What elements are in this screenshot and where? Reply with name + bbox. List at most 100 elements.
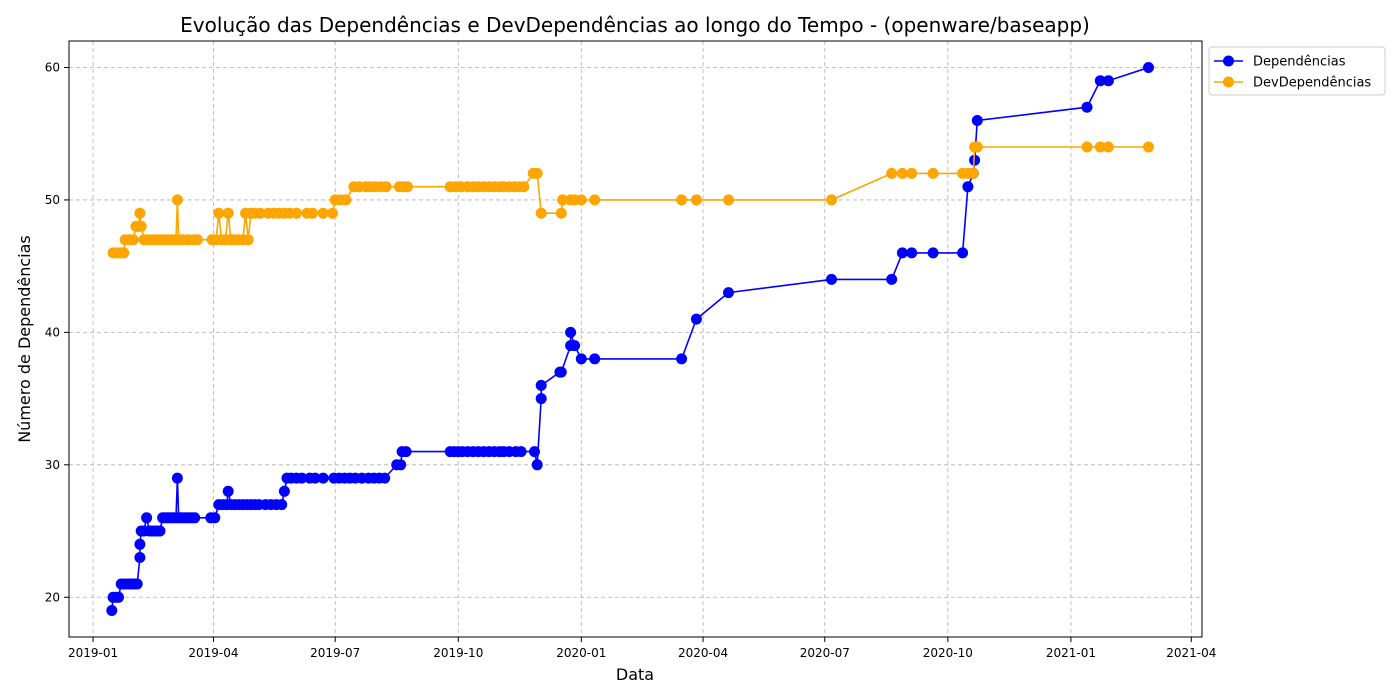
data-point <box>826 273 837 285</box>
data-point <box>290 207 302 219</box>
data-point <box>131 578 143 590</box>
data-point <box>276 499 288 511</box>
y-axis: 20 30 40 50 60 <box>45 60 69 604</box>
x-tick-label: 2020-04 <box>678 646 728 660</box>
y-tick-label: 20 <box>45 590 60 604</box>
data-point <box>896 247 908 259</box>
data-point <box>575 353 587 365</box>
data-point <box>927 247 939 259</box>
data-point <box>222 485 234 497</box>
data-point <box>676 194 688 206</box>
legend-box <box>1208 46 1386 96</box>
data-point <box>135 220 147 232</box>
data-point <box>906 247 918 259</box>
data-point <box>401 181 413 193</box>
legend-marker <box>1223 76 1234 88</box>
data-point <box>565 326 577 338</box>
data-point <box>380 181 392 193</box>
x-tick-label: 2021-01 <box>1046 646 1096 660</box>
data-point <box>1081 101 1093 113</box>
y-tick-label: 40 <box>45 325 60 339</box>
series-line <box>111 66 1149 611</box>
data-point <box>971 115 983 126</box>
y-tick-label: 30 <box>45 458 60 472</box>
data-point <box>141 512 153 524</box>
data-point <box>518 181 530 193</box>
legend: Dependências DevDependências <box>1208 46 1386 96</box>
series-layer <box>106 62 1154 616</box>
data-point <box>589 353 601 365</box>
data-point <box>886 273 898 285</box>
data-point <box>555 366 567 378</box>
data-point <box>535 207 547 219</box>
data-point <box>317 207 329 219</box>
data-point <box>127 234 139 246</box>
data-point <box>395 459 407 471</box>
grid <box>69 41 1202 637</box>
x-tick-label: 2019-07 <box>310 646 360 660</box>
data-point <box>317 472 329 484</box>
data-point <box>1094 141 1106 153</box>
data-point <box>189 512 201 524</box>
data-point <box>535 393 547 405</box>
y-tick-label: 60 <box>45 60 60 74</box>
data-point <box>1081 141 1093 153</box>
data-point <box>723 194 734 206</box>
data-point <box>957 247 969 259</box>
data-point <box>1102 141 1114 153</box>
data-point <box>515 446 527 458</box>
data-point <box>118 247 130 259</box>
data-point <box>327 207 338 219</box>
data-point <box>171 472 183 484</box>
x-tick-label: 2021-04 <box>1166 646 1216 660</box>
data-point <box>106 605 118 616</box>
x-tick-label: 2019-01 <box>68 646 118 660</box>
data-point <box>676 353 688 365</box>
legend-label: Dependências <box>1253 55 1346 70</box>
data-point <box>589 194 601 206</box>
data-point <box>209 512 221 524</box>
data-point <box>1102 75 1114 87</box>
data-point <box>242 234 254 246</box>
data-point <box>254 207 266 219</box>
data-point <box>171 194 183 206</box>
x-axis: 2019-01 2019-04 2019-07 2019-10 2020-01 2020-… <box>68 637 1216 660</box>
data-point <box>379 472 391 484</box>
data-point <box>826 194 837 206</box>
data-point <box>213 207 225 219</box>
chart-title: Evolução das Dependências e DevDependênc… <box>180 13 1090 37</box>
data-point <box>535 379 547 391</box>
data-point <box>278 485 290 497</box>
data-point <box>886 167 898 179</box>
x-axis-label: Data <box>616 665 654 684</box>
legend-marker <box>1223 55 1234 67</box>
x-tick-label: 2019-04 <box>188 646 238 660</box>
data-point <box>971 141 983 153</box>
series-devdependencias <box>107 141 1154 259</box>
data-point <box>340 194 352 206</box>
data-point <box>1094 75 1106 87</box>
data-point <box>557 194 569 206</box>
data-point <box>529 446 540 458</box>
x-tick-label: 2020-01 <box>556 646 606 660</box>
data-point <box>309 472 321 484</box>
data-point <box>307 207 318 219</box>
x-tick-label: 2020-07 <box>800 646 850 660</box>
series-dependencias <box>106 62 1154 616</box>
y-axis-label: Número de Dependências <box>15 235 34 443</box>
data-point <box>1143 62 1154 73</box>
legend-label: DevDependências <box>1253 76 1371 91</box>
x-tick-label: 2020-10 <box>923 646 973 660</box>
data-point <box>906 167 918 179</box>
data-point <box>134 207 146 219</box>
data-point <box>531 167 543 179</box>
data-point <box>113 591 124 603</box>
x-tick-label: 2019-10 <box>433 646 483 660</box>
data-point <box>927 167 939 179</box>
data-point <box>690 313 702 325</box>
data-point <box>134 538 146 550</box>
data-point <box>1143 141 1154 153</box>
data-point <box>967 167 979 179</box>
plot-frame <box>68 40 1203 638</box>
